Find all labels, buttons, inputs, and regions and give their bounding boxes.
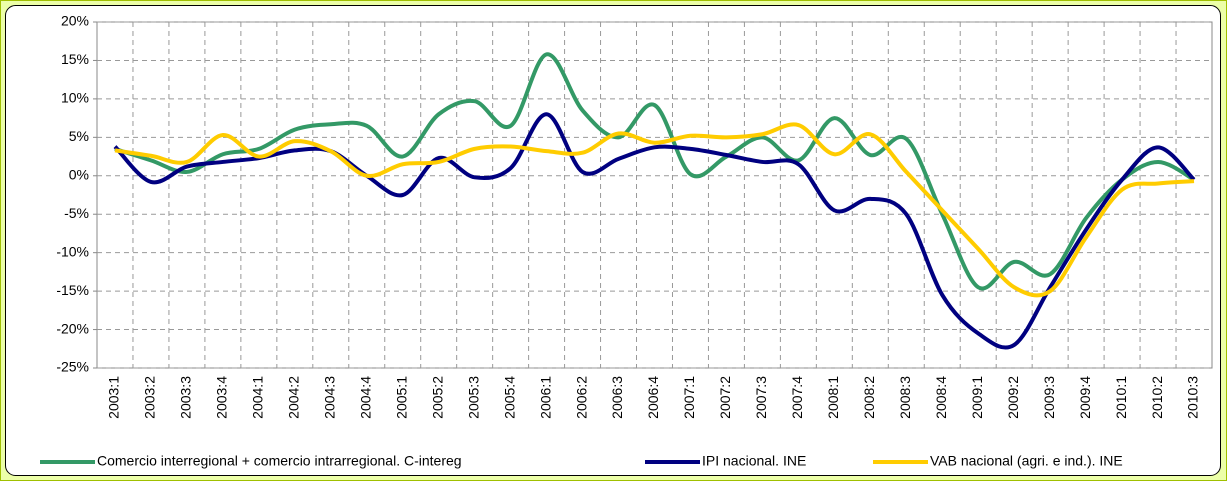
x-tick-label: 2010:2 [1149, 376, 1165, 419]
x-tick-label: 2003:1 [106, 376, 122, 419]
y-tick-label: 10% [61, 90, 89, 106]
x-tick-label: 2010:1 [1113, 376, 1129, 419]
x-tick-label: 2007:4 [789, 376, 805, 419]
x-tick-label: 2005:3 [465, 376, 481, 419]
x-tick-label: 2004:1 [250, 376, 266, 419]
x-tick-label: 2009:1 [969, 376, 985, 419]
series-line [114, 122, 1195, 298]
x-tick-label: 2007:1 [681, 376, 697, 419]
y-tick-label: -5% [64, 205, 89, 221]
x-tick-label: 2010:3 [1185, 376, 1201, 419]
legend-label: Comercio interregional + comercio intrar… [97, 453, 462, 469]
x-tick-label: 2006:4 [645, 376, 661, 419]
x-tick-label: 2007:2 [717, 376, 733, 419]
x-tick-label: 2009:2 [1005, 376, 1021, 419]
x-tick-label: 2008:1 [825, 376, 841, 419]
x-tick-label: 2008:4 [933, 376, 949, 419]
x-tick-label: 2005:4 [501, 376, 517, 419]
x-tick-label: 2006:1 [537, 376, 553, 419]
y-tick-label: 15% [61, 51, 89, 67]
x-tick-label: 2005:1 [393, 376, 409, 419]
x-tick-label: 2006:3 [609, 376, 625, 419]
x-tick-label: 2003:2 [142, 376, 158, 419]
x-tick-label: 2005:2 [429, 376, 445, 419]
y-tick-label: 20% [61, 13, 89, 29]
x-tick-label: 2004:4 [357, 376, 373, 419]
x-tick-label: 2009:3 [1041, 376, 1057, 419]
x-tick-label: 2004:2 [286, 376, 302, 419]
x-tick-label: 2006:2 [573, 376, 589, 419]
y-tick-label: -20% [56, 320, 89, 336]
series-line [113, 112, 1196, 350]
legend-label: VAB nacional (agri. e ind.). INE [930, 453, 1123, 469]
x-tick-label: 2003:3 [178, 376, 194, 419]
plot-area [96, 21, 1213, 369]
y-tick-label: -10% [56, 243, 89, 259]
x-tick-label: 2008:2 [861, 376, 877, 419]
x-tick-label: 2009:4 [1077, 376, 1093, 419]
y-tick-label: -15% [56, 282, 89, 298]
series-line [114, 52, 1196, 291]
x-tick-label: 2004:3 [321, 376, 337, 419]
y-tick-label: 0% [69, 166, 89, 182]
y-tick-label: 5% [69, 128, 89, 144]
x-tick-label: 2003:4 [214, 376, 230, 419]
x-tick-label: 2008:3 [897, 376, 913, 419]
y-tick-label: -25% [56, 359, 89, 375]
legend-label: IPI nacional. INE [702, 453, 806, 469]
x-tick-label: 2007:3 [753, 376, 769, 419]
